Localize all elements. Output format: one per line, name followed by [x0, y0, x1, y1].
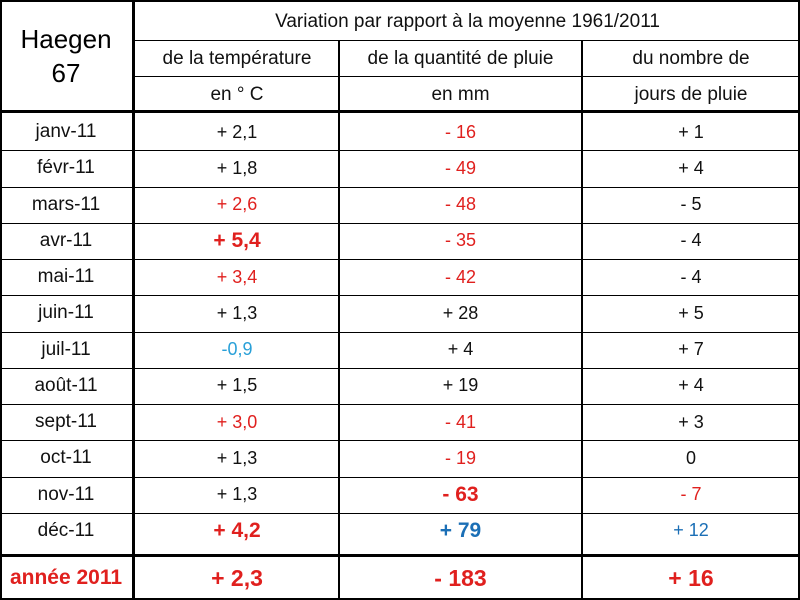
- row-divider: [0, 223, 800, 224]
- days-value: 0: [685, 447, 696, 468]
- station-name: Haegen: [20, 24, 112, 54]
- month-label: févr-11: [37, 157, 95, 179]
- row-divider: [0, 368, 800, 369]
- days-value: - 5: [680, 194, 702, 215]
- month-label: déc-11: [37, 519, 95, 541]
- station-code: 67: [51, 58, 81, 88]
- rain-value: + 19: [442, 375, 479, 396]
- grid-line: [135, 76, 800, 77]
- temp-value: + 3,0: [216, 411, 258, 432]
- rain-value: - 16: [444, 121, 477, 142]
- days-value: + 4: [678, 375, 704, 396]
- grid-line: [338, 40, 340, 600]
- grid-line: [0, 0, 2, 600]
- month-label: mai-11: [37, 266, 95, 288]
- rain-value: + 28: [442, 302, 479, 323]
- days-value: - 7: [680, 484, 702, 505]
- grid-line: [0, 598, 800, 600]
- month-label: nov-11: [37, 483, 95, 505]
- rain-value: + 79: [439, 518, 482, 542]
- days-value: + 1: [678, 121, 704, 142]
- station-label: Haegen 67: [0, 0, 132, 112]
- days-value: + 7: [678, 339, 704, 360]
- month-label: juin-11: [38, 302, 94, 324]
- grid-line: [135, 40, 800, 41]
- month-label: oct-11: [40, 447, 92, 469]
- rain-value: - 48: [444, 194, 477, 215]
- temp-value: + 2,6: [216, 194, 258, 215]
- days-value: + 12: [673, 520, 709, 541]
- grid-line: [581, 40, 583, 600]
- grid-line: [0, 0, 800, 2]
- row-divider: [0, 187, 800, 188]
- month-label: sept-11: [35, 411, 97, 433]
- month-label: août-11: [34, 374, 98, 396]
- rain-value: - 41: [444, 411, 477, 432]
- row-divider: [0, 295, 800, 296]
- rain-value: + 4: [447, 339, 474, 360]
- row-divider: [0, 513, 800, 514]
- temp-value: + 1,5: [216, 375, 258, 396]
- grid-line: [798, 0, 800, 600]
- total-temp: + 2,3: [211, 564, 263, 591]
- temp-value: + 2,1: [216, 121, 258, 142]
- col-rain-header-line2: en mm: [431, 84, 490, 105]
- total-label: année 2011: [9, 566, 123, 589]
- temp-value: + 1,3: [216, 484, 258, 505]
- days-value: + 5: [678, 302, 704, 323]
- col-temp-header-line1: de la température: [162, 48, 312, 69]
- days-value: - 4: [680, 230, 702, 251]
- month-label: janv-11: [35, 121, 97, 143]
- days-value: - 4: [680, 266, 702, 287]
- col-rain-header-line1: de la quantité de pluie: [367, 48, 554, 69]
- temp-value: + 1,3: [216, 447, 258, 468]
- temp-value: -0,9: [221, 339, 253, 360]
- month-label: mars-11: [31, 193, 101, 215]
- month-label: juil-11: [41, 338, 91, 360]
- temp-value: + 4,2: [213, 518, 261, 542]
- row-divider: [0, 150, 800, 151]
- col-days-header-line2: jours de pluie: [634, 84, 748, 105]
- rain-value: - 35: [444, 230, 477, 251]
- row-divider: [0, 332, 800, 333]
- rain-value: - 42: [444, 266, 477, 287]
- grid-line: [132, 0, 135, 600]
- row-divider: [0, 477, 800, 478]
- rain-value: - 49: [444, 157, 477, 178]
- total-rain: - 183: [434, 564, 487, 591]
- temp-value: + 1,3: [216, 302, 258, 323]
- table-title: Variation par rapport à la moyenne 1961/…: [275, 11, 660, 32]
- month-label: avr-11: [39, 229, 93, 251]
- col-days-header-line1: du nombre de: [632, 48, 750, 69]
- temp-value: + 5,4: [213, 228, 261, 252]
- row-divider: [0, 404, 800, 405]
- rain-value: - 19: [444, 447, 477, 468]
- grid-line: [0, 110, 800, 113]
- row-divider: [0, 259, 800, 260]
- temp-value: + 3,4: [216, 266, 258, 287]
- rain-value: - 63: [442, 482, 479, 506]
- col-temp-header-line2: en ° C: [210, 84, 264, 105]
- temp-value: + 1,8: [216, 157, 258, 178]
- days-value: + 3: [678, 411, 704, 432]
- row-divider: [0, 440, 800, 441]
- total-days: + 16: [668, 564, 714, 591]
- grid-line: [0, 554, 800, 557]
- days-value: + 4: [678, 157, 704, 178]
